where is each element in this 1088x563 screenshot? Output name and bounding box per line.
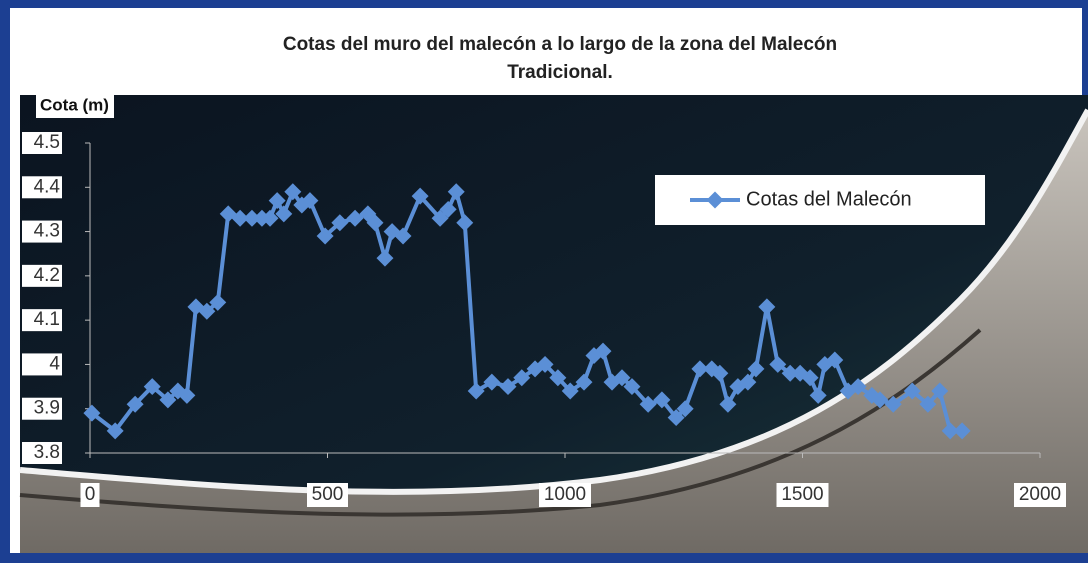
legend-marker <box>706 191 724 209</box>
tick-label-bg <box>22 397 62 420</box>
urban-area <box>20 110 1088 553</box>
data-point <box>439 200 457 218</box>
data-point <box>447 183 465 201</box>
chart-subtitle: Tradicional. <box>507 62 613 83</box>
data-point <box>284 183 302 201</box>
y-tick-label: 4.5 <box>34 132 60 153</box>
x-tick-label: 500 <box>312 484 344 505</box>
tick-label-bg <box>22 442 62 464</box>
data-point <box>758 298 776 316</box>
data-point <box>499 378 517 396</box>
y-tick-label: 3.8 <box>34 442 60 463</box>
tick-label-bg <box>80 483 100 507</box>
tick-label-bg <box>22 309 62 332</box>
data-point <box>931 382 949 400</box>
y-tick-label: 4.1 <box>34 309 60 330</box>
tick-label-bg <box>539 483 591 507</box>
data-point <box>275 205 293 223</box>
data-point <box>366 214 384 232</box>
data-point <box>653 391 671 409</box>
tick-label-bg <box>22 220 62 243</box>
data-point <box>613 369 631 387</box>
data-point <box>575 373 593 391</box>
tick-label-bg <box>776 483 829 507</box>
data-point <box>376 249 394 267</box>
data-point <box>513 369 531 387</box>
data-point <box>143 378 161 396</box>
axis-title-bg <box>36 94 114 118</box>
road <box>19 328 982 517</box>
data-point <box>268 192 286 210</box>
data-point <box>739 373 757 391</box>
x-tick-label: 2000 <box>1019 484 1061 505</box>
data-point <box>301 192 319 210</box>
data-point <box>394 227 412 245</box>
data-point <box>198 302 216 320</box>
data-point <box>826 351 844 369</box>
data-point <box>639 395 657 413</box>
data-point <box>691 360 709 378</box>
data-point <box>231 209 249 227</box>
data-point <box>83 404 101 422</box>
data-point <box>594 342 612 360</box>
chart-title: Cotas del muro del malecón a lo largo de… <box>283 34 837 55</box>
data-point <box>483 373 501 391</box>
data-point <box>801 369 819 387</box>
tick-label-bg <box>22 353 62 376</box>
coastline <box>19 108 1088 495</box>
data-point <box>676 400 694 418</box>
data-point <box>331 214 349 232</box>
data-point <box>781 364 799 382</box>
data-point <box>178 386 196 404</box>
y-tick-label: 4 <box>49 353 60 374</box>
tick-label-bg <box>22 264 62 287</box>
data-point <box>316 227 334 245</box>
data-point <box>467 382 485 400</box>
data-point <box>456 214 474 232</box>
tick-label-bg <box>22 176 62 199</box>
data-point <box>884 395 902 413</box>
tick-label-bg <box>22 132 62 154</box>
data-point <box>261 209 279 227</box>
data-point <box>549 369 567 387</box>
data-point <box>903 382 921 400</box>
data-point <box>126 395 144 413</box>
y-tick-label: 4.2 <box>34 265 60 286</box>
data-point <box>747 360 765 378</box>
data-point <box>159 391 177 409</box>
data-point <box>719 395 737 413</box>
x-tick-label: 1500 <box>781 484 823 505</box>
data-point <box>769 355 787 373</box>
x-tick-label: 1000 <box>544 484 586 505</box>
data-point <box>711 364 729 382</box>
x-tick-label: 0 <box>85 484 96 505</box>
tick-label-bg <box>1014 483 1066 507</box>
y-tick-label: 3.9 <box>34 398 60 419</box>
legend-label: Cotas del Malecón <box>746 188 912 210</box>
data-point <box>561 382 579 400</box>
tick-label-bg <box>307 483 348 507</box>
y-tick-label: 4.3 <box>34 221 60 242</box>
data-point <box>953 422 971 440</box>
data-point <box>209 293 227 311</box>
data-point <box>411 187 429 205</box>
data-point <box>667 409 685 427</box>
data-point <box>871 391 889 409</box>
data-point <box>106 422 124 440</box>
y-axis-title: Cota (m) <box>40 95 109 114</box>
data-point <box>346 209 364 227</box>
data-point <box>809 386 827 404</box>
data-point <box>941 422 959 440</box>
data-point <box>536 355 554 373</box>
data-point <box>919 395 937 413</box>
data-point <box>849 378 867 396</box>
y-tick-label: 4.4 <box>34 176 61 197</box>
data-point <box>623 378 641 396</box>
data-point <box>243 209 261 227</box>
